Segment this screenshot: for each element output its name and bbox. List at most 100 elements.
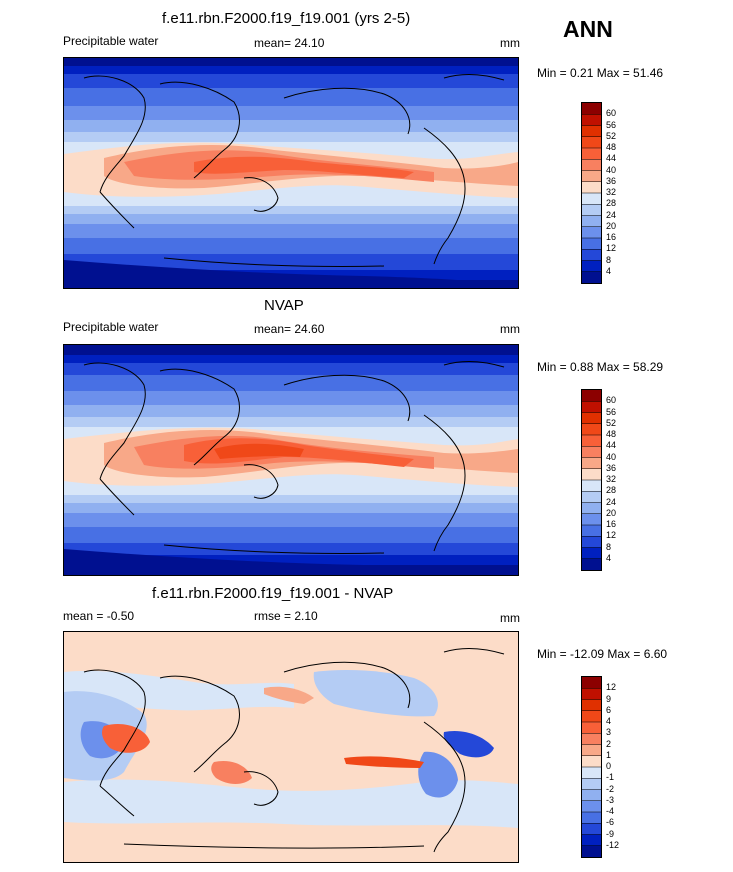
- panel3-colorbar-svg: [582, 677, 601, 857]
- colorbar-tick-label: 1: [606, 749, 612, 760]
- colorbar-tick-label: 60: [606, 108, 617, 119]
- colorbar-swatch: [582, 834, 601, 847]
- colorbar-swatch: [582, 249, 601, 261]
- colorbar-swatch: [582, 755, 601, 768]
- colorbar-tick-label: 12: [606, 243, 617, 254]
- panel3-title: f.e11.rbn.F2000.f19_f19.001 - NVAP: [152, 585, 394, 602]
- colorbar-tick-label: -3: [606, 794, 615, 805]
- colorbar-swatch: [582, 446, 601, 458]
- panel3-minmax: Min = -12.09 Max = 6.60: [537, 647, 668, 661]
- colorbar-tick-label: 16: [606, 232, 617, 242]
- colorbar-swatch: [582, 103, 601, 115]
- colorbar-swatch: [582, 423, 601, 436]
- colorbar-swatch: [582, 778, 601, 790]
- colorbar-swatch: [582, 767, 601, 779]
- panel1-map: [63, 57, 519, 289]
- colorbar-tick-label: 20: [606, 220, 617, 231]
- colorbar-tick-label: 2: [606, 738, 612, 749]
- colorbar-swatch: [582, 457, 601, 470]
- colorbar-tick-label: 4: [606, 716, 612, 726]
- panel3-map-svg: [64, 632, 518, 862]
- colorbar-tick-label: 12: [606, 682, 617, 693]
- colorbar-swatch: [582, 435, 601, 447]
- panel2-field-label: Precipitable water: [63, 320, 159, 334]
- colorbar-swatch: [582, 114, 601, 126]
- colorbar-tick-label: 24: [606, 209, 617, 220]
- colorbar-swatch: [582, 148, 601, 160]
- colorbar-swatch: [582, 412, 601, 425]
- panel1-units-label: mm: [500, 36, 520, 50]
- colorbar-swatch: [582, 699, 601, 712]
- panel1-minmax: Min = 0.21 Max = 51.46: [537, 66, 664, 80]
- colorbar-swatch: [582, 136, 601, 149]
- colorbar-tick-label: 24: [606, 496, 617, 507]
- colorbar-tick-label: 36: [606, 175, 617, 186]
- colorbar-swatch: [582, 688, 601, 700]
- colorbar-swatch: [582, 390, 601, 402]
- panel2-colorbar: [581, 389, 602, 571]
- colorbar-swatch: [582, 215, 601, 228]
- colorbar-tick-label: 9: [606, 693, 612, 704]
- colorbar-tick-label: 60: [606, 395, 617, 406]
- colorbar-swatch: [582, 789, 601, 802]
- panel2-map: [63, 344, 519, 576]
- colorbar-tick-label: 16: [606, 519, 617, 529]
- colorbar-swatch: [582, 744, 601, 757]
- colorbar-swatch: [582, 710, 601, 723]
- panel1-title: f.e11.rbn.F2000.f19_f19.001 (yrs 2-5): [162, 10, 411, 27]
- colorbar-swatch: [582, 558, 601, 570]
- colorbar-tick-label: 40: [606, 451, 617, 462]
- colorbar-swatch: [582, 502, 601, 515]
- colorbar-tick-label: 0: [606, 761, 612, 771]
- colorbar-swatch: [582, 513, 601, 526]
- colorbar-swatch: [582, 722, 601, 734]
- colorbar-tick-label: 56: [606, 406, 617, 417]
- colorbar-tick-label: -9: [606, 828, 615, 839]
- colorbar-swatch: [582, 800, 601, 813]
- panel3-rmse-label: rmse = 2.10: [254, 609, 318, 623]
- colorbar-swatch: [582, 733, 601, 745]
- colorbar-swatch: [582, 491, 601, 503]
- colorbar-tick-label: -6: [606, 817, 615, 828]
- colorbar-tick-label: 32: [606, 474, 617, 484]
- colorbar-swatch: [582, 845, 601, 857]
- colorbar-tick-label: 8: [606, 254, 612, 265]
- colorbar-swatch: [582, 547, 601, 560]
- panel1-field-label: Precipitable water: [63, 34, 159, 48]
- panel1-mean-label: mean= 24.10: [254, 36, 325, 50]
- colorbar-tick-label: 44: [606, 153, 617, 164]
- colorbar-swatch: [582, 271, 601, 283]
- colorbar-swatch: [582, 401, 601, 413]
- colorbar-tick-label: 36: [606, 462, 617, 473]
- panel2-map-svg: [64, 345, 518, 575]
- colorbar-tick-label: 40: [606, 164, 617, 175]
- colorbar-tick-label: 6: [606, 704, 612, 715]
- colorbar-tick-label: 28: [606, 198, 617, 209]
- panel1-map-svg: [64, 58, 518, 288]
- colorbar-swatch: [582, 181, 601, 194]
- colorbar-tick-label: 48: [606, 142, 617, 152]
- colorbar-swatch: [582, 525, 601, 537]
- season-label: ANN: [563, 16, 613, 42]
- colorbar-tick-label: 4: [606, 265, 612, 276]
- colorbar-tick-label: 32: [606, 187, 617, 197]
- panel1-colorbar-svg: [582, 103, 601, 283]
- colorbar-tick-label: -2: [606, 783, 615, 794]
- panel3-mean-label: mean = -0.50: [63, 609, 135, 623]
- colorbar-tick-label: 8: [606, 541, 612, 552]
- colorbar-swatch: [582, 677, 601, 689]
- colorbar-tick-label: 4: [606, 552, 612, 563]
- colorbar-tick-label: 28: [606, 485, 617, 496]
- colorbar-tick-label: -4: [606, 806, 615, 816]
- colorbar-tick-label: 3: [606, 727, 612, 738]
- panel3-map: [63, 631, 519, 863]
- panel2-title: NVAP: [264, 297, 304, 314]
- panel1-colorbar: [581, 102, 602, 284]
- panel2-units-label: mm: [500, 322, 520, 336]
- panel2-colorbar-svg: [582, 390, 601, 570]
- colorbar-tick-label: 56: [606, 119, 617, 130]
- colorbar-swatch: [582, 480, 601, 492]
- colorbar-swatch: [582, 812, 601, 824]
- panel2-minmax: Min = 0.88 Max = 58.29: [537, 360, 664, 374]
- colorbar-tick-label: -1: [606, 772, 615, 783]
